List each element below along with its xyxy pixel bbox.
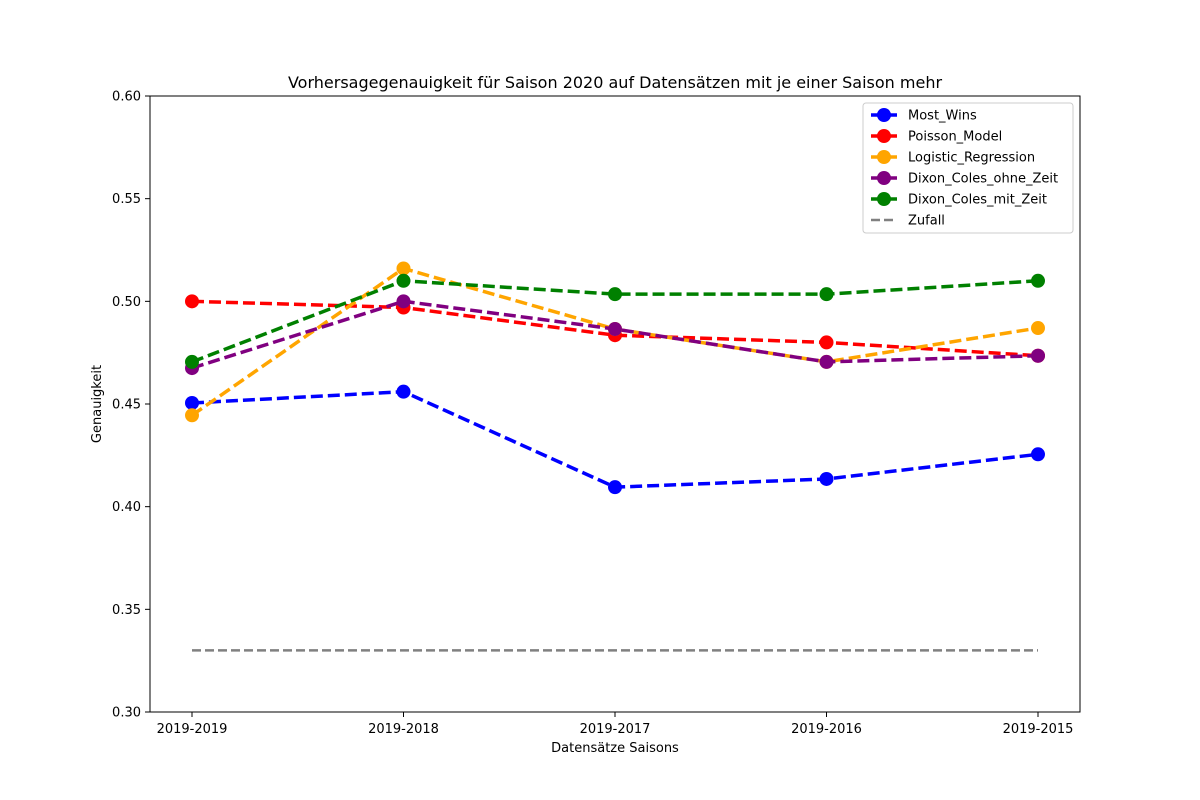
legend-item: Dixon_Coles_ohne_Zeit	[871, 171, 1058, 187]
data-point	[396, 273, 411, 288]
x-axis: 2019-2019 2019-2018 2019-2017 2019-2016 2019…	[157, 712, 1074, 737]
y-tick-label: 0.45	[112, 398, 141, 413]
legend-item: Logistic_Regression	[871, 150, 1035, 166]
x-tick-label: 2019-2015	[1003, 722, 1074, 737]
data-point	[608, 322, 622, 337]
data-point	[819, 287, 834, 302]
legend-item: Most_Wins	[871, 108, 977, 124]
legend-label: Most_Wins	[908, 109, 977, 124]
y-tick-label: 0.40	[112, 500, 141, 515]
data-point	[608, 480, 622, 495]
plot-area	[149, 95, 1081, 713]
y-tick-label: 0.50	[112, 295, 141, 310]
y-tick-label: 0.35	[112, 603, 141, 618]
series-line	[191, 299, 1039, 358]
y-axis: 0.30 0.35 0.40 0.45 0.50 0.55 0.60	[112, 90, 150, 721]
data-point	[185, 395, 199, 410]
series-line	[191, 279, 1039, 364]
y-tick-label: 0.60	[112, 90, 141, 105]
data-point	[1031, 321, 1045, 336]
legend-box	[862, 102, 1074, 234]
legend-marker	[877, 171, 891, 185]
legend-marker	[877, 129, 891, 143]
data-point	[1031, 273, 1045, 288]
data-point	[1031, 348, 1045, 363]
data-point	[819, 335, 834, 350]
data-point	[608, 287, 622, 302]
x-tick-label: 2019-2016	[791, 722, 862, 737]
legend-label: Dixon_Coles_mit_Zeit	[908, 193, 1047, 208]
legend-item: Poisson_Model	[871, 129, 1002, 145]
data-point	[396, 384, 411, 399]
legend-label: Zufall	[908, 214, 945, 229]
data-point	[1031, 447, 1045, 462]
data-point	[819, 471, 834, 486]
data-point	[396, 294, 411, 309]
x-axis-label: Datensätze Saisons	[551, 741, 679, 756]
legend-item: Dixon_Coles_mit_Zeit	[871, 192, 1047, 208]
legend: Most_Wins Poisson_Model Logistic_Regressio…	[862, 102, 1074, 234]
chart-title: Vorhersagegenauigkeit für Saison 2020 au…	[288, 73, 942, 92]
legend-item: Zufall	[871, 214, 945, 229]
x-tick-label: 2019-2019	[157, 722, 228, 737]
data-point	[396, 261, 411, 276]
legend-marker	[877, 108, 891, 122]
legend-label: Poisson_Model	[908, 130, 1002, 145]
data-point	[185, 354, 199, 369]
y-tick-label: 0.55	[112, 192, 141, 207]
series-line	[191, 389, 1039, 489]
data-point	[185, 294, 199, 309]
legend-marker	[877, 192, 891, 206]
data-point	[819, 354, 834, 369]
legend-label: Logistic_Regression	[908, 151, 1035, 166]
y-axis-label: Genauigkeit	[90, 365, 105, 443]
y-tick-label: 0.30	[112, 706, 141, 721]
x-tick-label: 2019-2018	[368, 722, 439, 737]
series-dixon-coles-mit-zeit	[185, 273, 1045, 369]
x-tick-label: 2019-2017	[580, 722, 651, 737]
legend-marker	[877, 150, 891, 164]
legend-label: Dixon_Coles_ohne_Zeit	[908, 172, 1058, 187]
data-point	[185, 408, 199, 423]
series-most-wins	[185, 384, 1045, 495]
